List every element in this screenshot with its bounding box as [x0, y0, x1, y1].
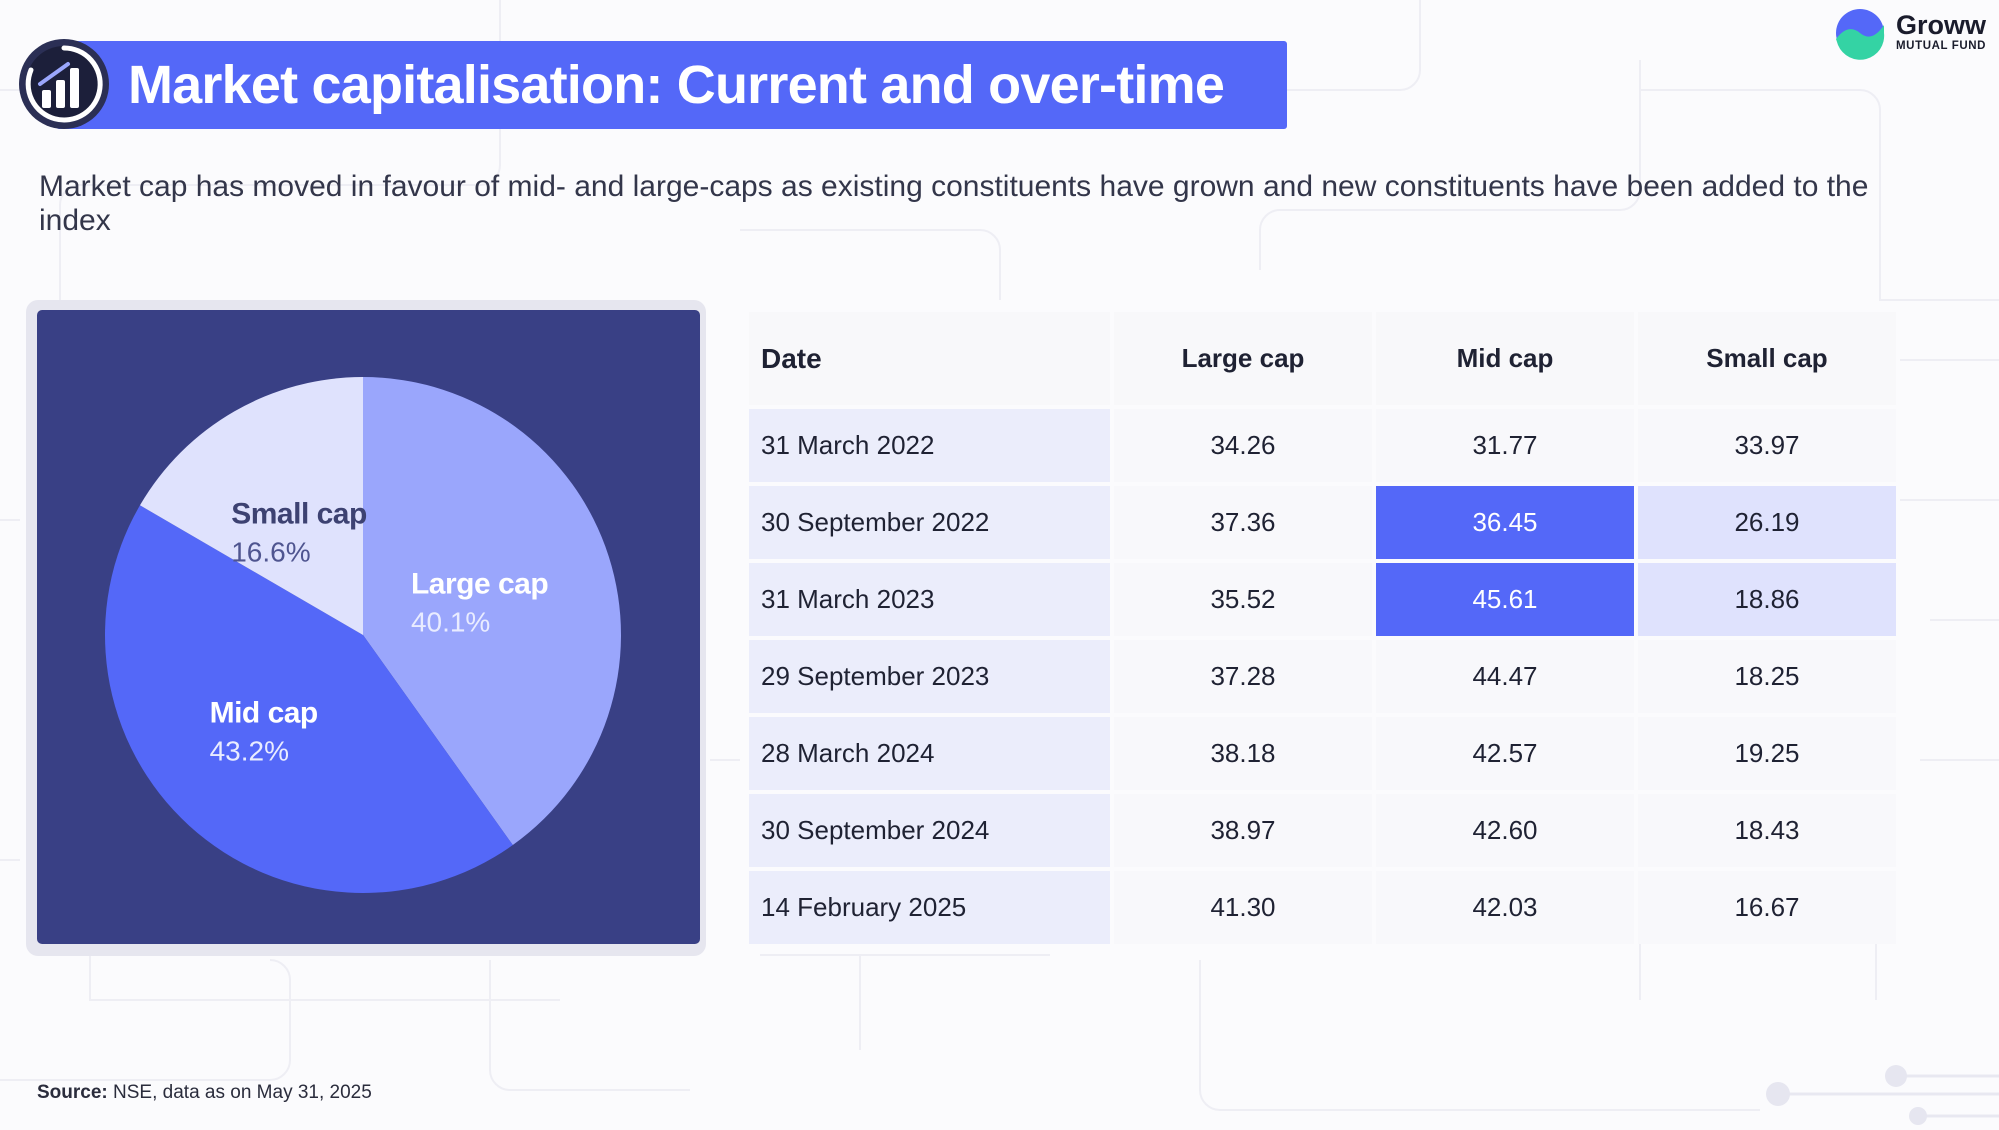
- pie-slice-large-cap: [363, 377, 621, 846]
- large-cap-cell: 34.26: [1114, 409, 1372, 482]
- brand-tagline: MUTUAL FUND: [1896, 40, 1987, 52]
- date-cell: 31 March 2022: [749, 409, 1110, 482]
- date-cell: 31 March 2023: [749, 563, 1110, 636]
- mid-cap-cell: 42.60: [1376, 794, 1634, 867]
- small-cap-cell-highlighted: 26.19: [1638, 486, 1896, 559]
- date-cell: 14 February 2025: [749, 871, 1110, 944]
- table-header-row: Date Large cap Mid cap Small cap: [749, 312, 1896, 405]
- large-cap-cell: 41.30: [1114, 871, 1372, 944]
- brand-name: Groww: [1896, 10, 1987, 40]
- groww-logo-icon: [1836, 9, 1885, 60]
- date-cell: 30 September 2024: [749, 794, 1110, 867]
- pie-slice-mid-cap: [105, 505, 513, 893]
- page-title: Market capitalisation: Current and over-…: [128, 55, 1225, 115]
- pie-value-large-cap: 40.1%: [411, 606, 490, 637]
- date-cell: 28 March 2024: [749, 717, 1110, 790]
- pie-chart: Large cap 40.1% Mid cap 43.2% Small cap 16.6%: [105, 377, 621, 893]
- source-text: NSE, data as on May 31, 2025: [107, 1082, 372, 1103]
- small-cap-cell: 16.67: [1638, 871, 1896, 944]
- small-cap-cell: 18.25: [1638, 640, 1896, 713]
- mid-cap-cell: 31.77: [1376, 409, 1634, 482]
- mid-cap-cell-highlighted: 36.45: [1376, 486, 1634, 559]
- table-row: 30 September 2022 37.36 36.45 26.19: [749, 486, 1896, 559]
- pie-label-small-cap: Small cap: [231, 498, 367, 531]
- pie-label-mid-cap: Mid cap: [210, 697, 318, 730]
- small-cap-cell: 19.25: [1638, 717, 1896, 790]
- table-row: 31 March 2022 34.26 31.77 33.97: [749, 409, 1896, 482]
- mid-cap-cell: 42.57: [1376, 717, 1634, 790]
- small-cap-cell-highlighted: 18.86: [1638, 563, 1896, 636]
- pie-value-small-cap: 16.6%: [231, 537, 310, 568]
- table-row: 14 February 2025 41.30 42.03 16.67: [749, 871, 1896, 944]
- large-cap-cell: 37.36: [1114, 486, 1372, 559]
- table-row: 28 March 2024 38.18 42.57 19.25: [749, 717, 1896, 790]
- pie-label-large-cap: Large cap: [411, 567, 548, 600]
- market-cap-table: Date Large cap Mid cap Small cap 31 Marc…: [745, 308, 1900, 948]
- pie-slice-small-cap: [139, 377, 363, 635]
- small-cap-cell: 33.97: [1638, 409, 1896, 482]
- column-header-large-cap: Large cap: [1114, 312, 1372, 405]
- large-cap-cell: 38.18: [1114, 717, 1372, 790]
- date-cell: 29 September 2023: [749, 640, 1110, 713]
- column-header-date: Date: [749, 312, 1110, 405]
- column-header-small-cap: Small cap: [1638, 312, 1896, 405]
- mid-cap-cell: 44.47: [1376, 640, 1634, 713]
- mid-cap-cell: 42.03: [1376, 871, 1634, 944]
- large-cap-cell: 35.52: [1114, 563, 1372, 636]
- source-note: Source: NSE, data as on May 31, 2025: [37, 1082, 372, 1104]
- pie-value-mid-cap: 43.2%: [210, 736, 289, 767]
- column-header-mid-cap: Mid cap: [1376, 312, 1634, 405]
- date-cell: 30 September 2022: [749, 486, 1110, 559]
- source-label: Source:: [37, 1082, 108, 1103]
- mid-cap-cell-highlighted: 45.61: [1376, 563, 1634, 636]
- growth-chart-icon: [19, 39, 109, 129]
- table-row: 31 March 2023 35.52 45.61 18.86: [749, 563, 1896, 636]
- large-cap-cell: 37.28: [1114, 640, 1372, 713]
- table-row: 29 September 2023 37.28 44.47 18.25: [749, 640, 1896, 713]
- title-banner: [56, 41, 1287, 129]
- page-subtitle: Market cap has moved in favour of mid- a…: [39, 170, 1869, 237]
- table-row: 30 September 2024 38.97 42.60 18.43: [749, 794, 1896, 867]
- small-cap-cell: 18.43: [1638, 794, 1896, 867]
- large-cap-cell: 38.97: [1114, 794, 1372, 867]
